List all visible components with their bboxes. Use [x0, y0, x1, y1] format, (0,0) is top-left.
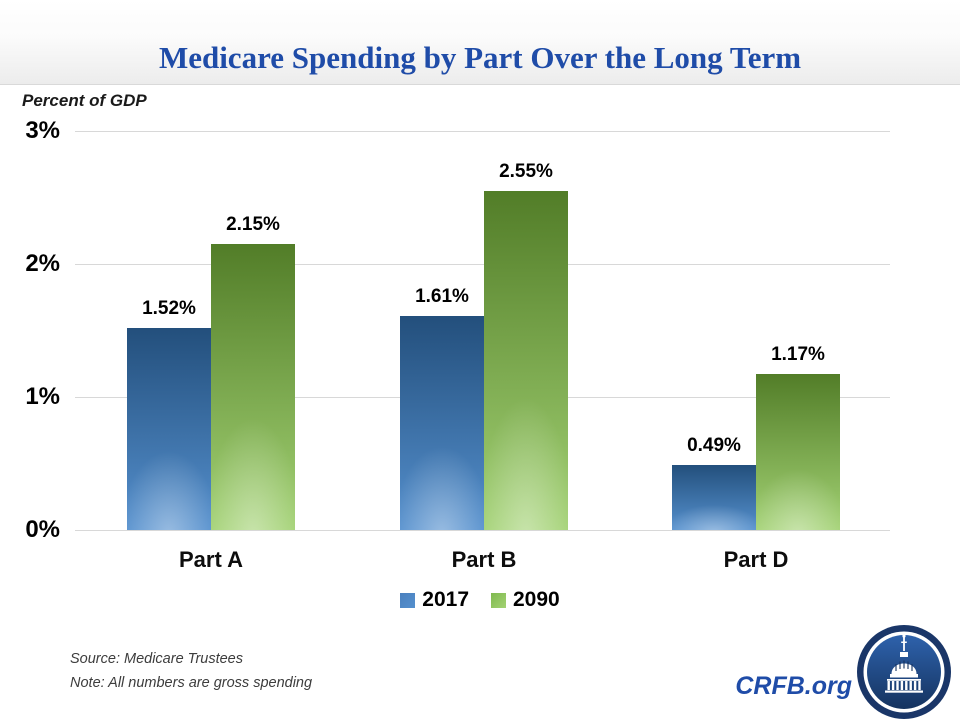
- crfb-capitol-logo: [856, 624, 952, 720]
- bar-part-d-2090: [756, 374, 840, 530]
- data-label-part-a-2017: 1.52%: [142, 297, 196, 319]
- source-text: Source: Medicare Trustees: [70, 651, 243, 667]
- capitol-dome-icon: [857, 625, 951, 719]
- legend-item-2017: 2017: [400, 588, 469, 612]
- bar-part-a-2090: [211, 244, 295, 530]
- y-axis-tick-2pct: 2%: [25, 250, 60, 277]
- category-label-part-a: Part A: [179, 547, 243, 572]
- category-label-part-b: Part B: [451, 547, 517, 572]
- data-label-part-a-2090: 2.15%: [226, 214, 280, 236]
- header-band: Medicare Spending by Part Over the Long …: [0, 0, 960, 85]
- bar-part-d-2017: [672, 464, 756, 531]
- gridline-3pct: [75, 131, 890, 132]
- legend-item-2090: 2090: [491, 588, 560, 612]
- legend-swatch-2090: [491, 592, 506, 608]
- crfb-org-link[interactable]: CRFB.org: [735, 672, 852, 700]
- legend-swatch-2017: [400, 592, 416, 608]
- category-label-part-d: Part D: [723, 547, 789, 572]
- data-label-part-b-2017: 1.61%: [415, 285, 469, 307]
- page-title: Medicare Spending by Part Over the Long …: [158, 40, 802, 75]
- chart-legend: 2017 2090: [0, 587, 960, 613]
- bar-chart: 0% 1% 2% 3% 1.52% 2.15% Part A 1.61% 2.55% Part B…: [0, 115, 960, 590]
- y-axis-tick-0pct: 0%: [25, 516, 60, 543]
- gridline-0pct: [75, 530, 890, 531]
- data-label-part-d-2017: 0.49%: [687, 434, 741, 456]
- y-axis-title: Percent of GDP: [22, 91, 147, 110]
- gridline-2pct: [75, 264, 890, 265]
- note-text: Note: All numbers are gross spending: [70, 675, 313, 691]
- bar-part-b-2017: [400, 315, 484, 531]
- plot-area: 0% 1% 2% 3% 1.52% 2.15% Part A 1.61% 2.55% Part B…: [0, 115, 960, 590]
- y-axis-tick-3pct: 3%: [25, 117, 60, 144]
- legend-label-2090: 2090: [513, 588, 560, 611]
- data-label-part-d-2090: 1.17%: [771, 344, 825, 366]
- data-label-part-b-2090: 2.55%: [499, 160, 553, 182]
- y-axis-tick-1pct: 1%: [25, 383, 60, 410]
- bar-part-b-2090: [484, 190, 568, 531]
- legend-label-2017: 2017: [422, 588, 469, 611]
- bar-part-a-2017: [127, 327, 211, 531]
